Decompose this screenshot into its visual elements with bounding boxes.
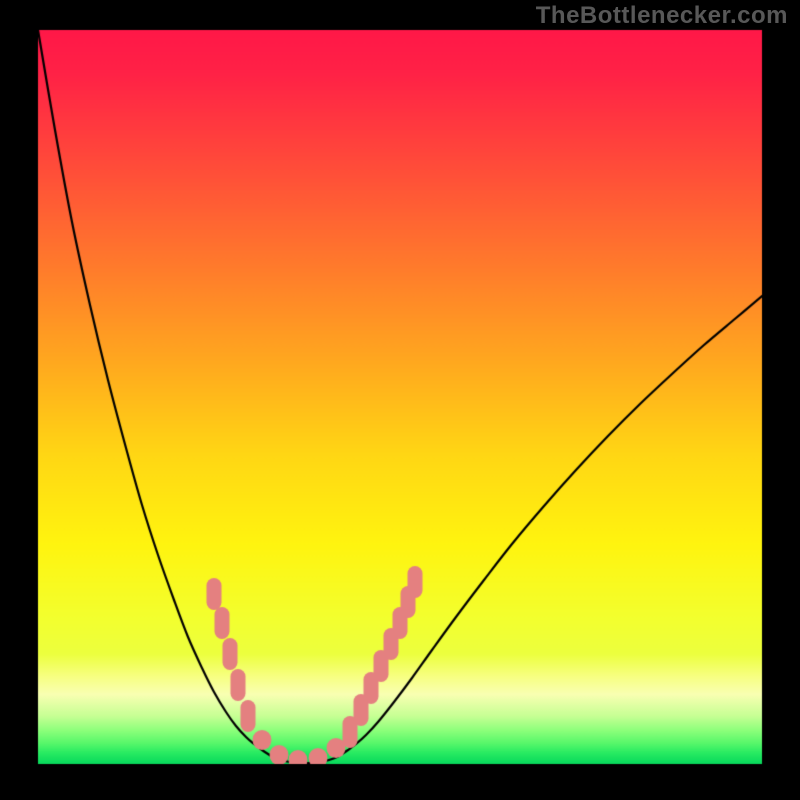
chart-root: TheBottlenecker.com xyxy=(0,0,800,800)
watermark-label: TheBottlenecker.com xyxy=(536,2,788,30)
bottleneck-chart-canvas xyxy=(0,0,800,800)
